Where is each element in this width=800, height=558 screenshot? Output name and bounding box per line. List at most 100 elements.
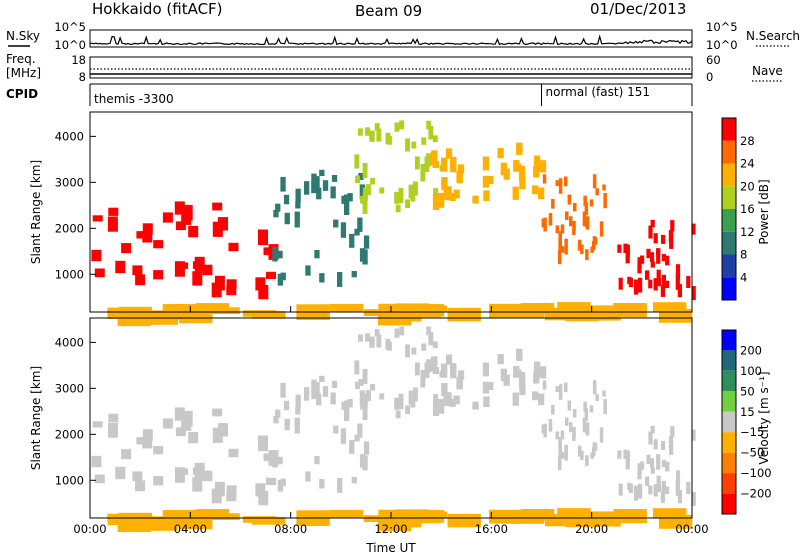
velocity-cell bbox=[585, 455, 589, 466]
colorbar-swatch bbox=[722, 163, 736, 187]
power-cell bbox=[582, 211, 587, 227]
velocity-cell bbox=[360, 401, 365, 410]
velocity-cell bbox=[349, 439, 355, 454]
velocity-cell bbox=[538, 393, 545, 406]
power-cell bbox=[560, 246, 565, 253]
velocity-cell bbox=[668, 436, 673, 449]
velocity-cell bbox=[405, 344, 410, 358]
velocity-cell bbox=[584, 408, 589, 421]
colorbar-tick-label: −50 bbox=[740, 446, 764, 460]
velocity-cell bbox=[592, 380, 597, 395]
x-tick-label: 08:00 bbox=[274, 522, 307, 536]
power-cell bbox=[534, 155, 541, 172]
power-cell bbox=[599, 221, 604, 237]
power-cell bbox=[355, 175, 360, 183]
power-cell bbox=[584, 202, 589, 215]
velocity-cell bbox=[394, 397, 400, 410]
colorbar-tick-label: 100 bbox=[740, 364, 762, 378]
power-cell bbox=[362, 199, 368, 214]
power-cell bbox=[551, 199, 555, 209]
power-cell bbox=[91, 249, 102, 262]
velocity-cell bbox=[560, 430, 565, 440]
power-cell bbox=[305, 265, 311, 276]
power-cell bbox=[675, 264, 681, 280]
power-cell bbox=[314, 176, 320, 189]
velocity-cell bbox=[583, 401, 587, 412]
velocity-cell bbox=[280, 478, 286, 487]
freq-tick-low: 8 bbox=[79, 70, 86, 84]
nave-tick-low: 0 bbox=[706, 70, 713, 84]
power-cell bbox=[132, 265, 143, 276]
power-cell bbox=[445, 148, 453, 159]
power-cell bbox=[107, 216, 118, 232]
velocity-cell bbox=[539, 366, 547, 379]
power-cell bbox=[577, 239, 582, 251]
velocity-cell bbox=[520, 509, 555, 521]
power-cell bbox=[163, 304, 197, 316]
power-cell bbox=[656, 249, 661, 264]
velocity-cell bbox=[218, 423, 228, 437]
y-tick-label: 2000 bbox=[55, 427, 84, 441]
velocity-cell bbox=[625, 450, 630, 463]
velocity-cell bbox=[572, 427, 576, 437]
velocity-cell bbox=[380, 511, 415, 519]
power-cell bbox=[92, 215, 103, 222]
power-cell bbox=[185, 305, 220, 312]
velocity-cell bbox=[650, 467, 655, 474]
velocity-cell bbox=[472, 401, 479, 410]
velocity-cell bbox=[331, 381, 338, 388]
power-cell bbox=[633, 279, 639, 295]
velocity-cell bbox=[653, 484, 658, 497]
velocity-cell bbox=[283, 400, 290, 411]
colorbar-swatch bbox=[722, 370, 736, 392]
power-cell bbox=[532, 185, 539, 195]
velocity-cell bbox=[686, 481, 691, 494]
velocity-cell bbox=[617, 450, 622, 459]
velocity-cell bbox=[370, 383, 375, 391]
velocity-cell bbox=[450, 366, 457, 375]
velocity-cell bbox=[592, 447, 596, 457]
power-cell bbox=[660, 285, 665, 297]
power-cell bbox=[670, 220, 675, 232]
power-cell bbox=[266, 271, 276, 279]
velocity-cell bbox=[447, 513, 481, 528]
velocity-cell bbox=[426, 359, 431, 373]
power-cell bbox=[365, 127, 370, 136]
power-cell bbox=[357, 217, 363, 232]
power-cell bbox=[512, 186, 519, 200]
power-cell bbox=[319, 273, 325, 283]
power-cell bbox=[188, 225, 199, 238]
power-cell bbox=[520, 303, 555, 315]
velocity-cell bbox=[445, 392, 452, 401]
power-cell bbox=[661, 274, 666, 287]
colorbar-tick-label: 12 bbox=[740, 225, 755, 239]
velocity-cell bbox=[497, 354, 504, 365]
power-cell bbox=[333, 219, 339, 228]
velocity-cell bbox=[543, 423, 547, 438]
power-cell bbox=[618, 277, 623, 290]
power-cell bbox=[283, 194, 290, 205]
velocity-cell bbox=[357, 334, 363, 342]
nsky-trace bbox=[89, 34, 693, 46]
velocity-cell bbox=[585, 424, 589, 434]
velocity-cell bbox=[445, 354, 453, 365]
velocity-cell bbox=[330, 392, 336, 405]
power-cell bbox=[560, 224, 565, 234]
power-cell bbox=[653, 278, 658, 291]
colorbar-tick-label: 16 bbox=[740, 202, 755, 216]
power-cell bbox=[358, 173, 364, 180]
power-cell bbox=[592, 174, 597, 189]
power-cell bbox=[319, 169, 325, 176]
plot-title: Hokkaido (fitACF) bbox=[92, 0, 223, 18]
velocity-cell bbox=[420, 369, 426, 381]
colorbar-swatch bbox=[722, 209, 736, 232]
velocity-cell bbox=[589, 405, 594, 413]
power-cell bbox=[340, 222, 347, 238]
velocity-cell bbox=[677, 490, 682, 504]
velocity-cell bbox=[441, 363, 448, 378]
velocity-cell bbox=[558, 437, 562, 453]
power-cell bbox=[405, 199, 410, 209]
power-cell bbox=[482, 175, 490, 188]
power-cell bbox=[273, 209, 279, 218]
velocity-cell bbox=[670, 426, 675, 438]
